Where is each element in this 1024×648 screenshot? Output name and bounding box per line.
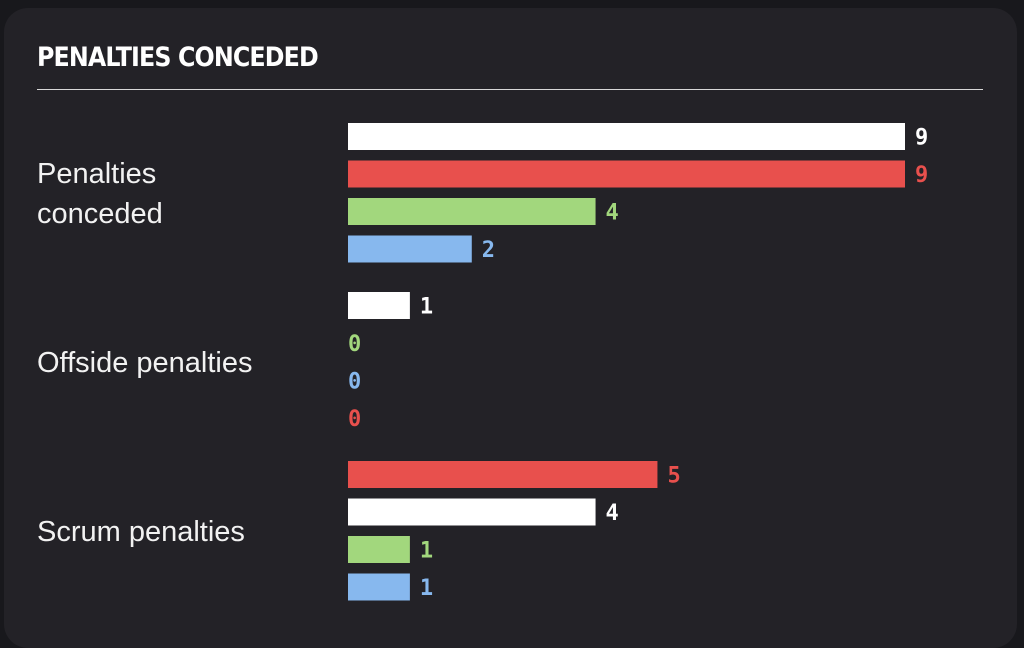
penalties-bar-chart: Penalties conceded 9 9 4 2 Offside penalties 1 0…	[37, 123, 928, 601]
bar-g2-1	[348, 292, 410, 319]
value-label-g3-1: 5	[667, 464, 680, 489]
title-divider	[37, 89, 983, 90]
value-label-g2-1: 1	[420, 295, 433, 320]
penalties-card	[4, 8, 1017, 648]
bar-g1-3	[348, 198, 596, 225]
value-label-g2-3: 0	[348, 370, 361, 395]
value-label-g2-4: 0	[348, 407, 361, 432]
value-label-g3-4: 1	[420, 576, 433, 601]
bar-g1-4	[348, 235, 472, 263]
group-label-1-line-2: conceded	[37, 198, 163, 230]
bar-g3-1	[348, 461, 658, 488]
bar-g1-1	[348, 123, 905, 150]
value-label-g1-3: 4	[606, 201, 619, 226]
group-label-1-line-1: Penalties	[37, 158, 156, 190]
bar-g3-2	[348, 498, 596, 526]
value-label-g1-1: 9	[915, 126, 928, 151]
value-label-g2-2: 0	[348, 332, 361, 357]
value-label-g3-2: 4	[606, 501, 619, 526]
bar-g3-4	[348, 573, 410, 601]
bar-g3-3	[348, 536, 410, 563]
value-label-g1-4: 2	[482, 238, 495, 263]
value-label-g1-2: 9	[915, 163, 928, 188]
value-label-g3-3: 1	[420, 539, 433, 564]
bar-g1-2	[348, 160, 905, 188]
group-label-2-line-1: Offside penalties	[37, 347, 253, 379]
card-title: PENALTIES CONCEDED	[37, 42, 319, 73]
group-label-3-line-1: Scrum penalties	[37, 516, 245, 548]
